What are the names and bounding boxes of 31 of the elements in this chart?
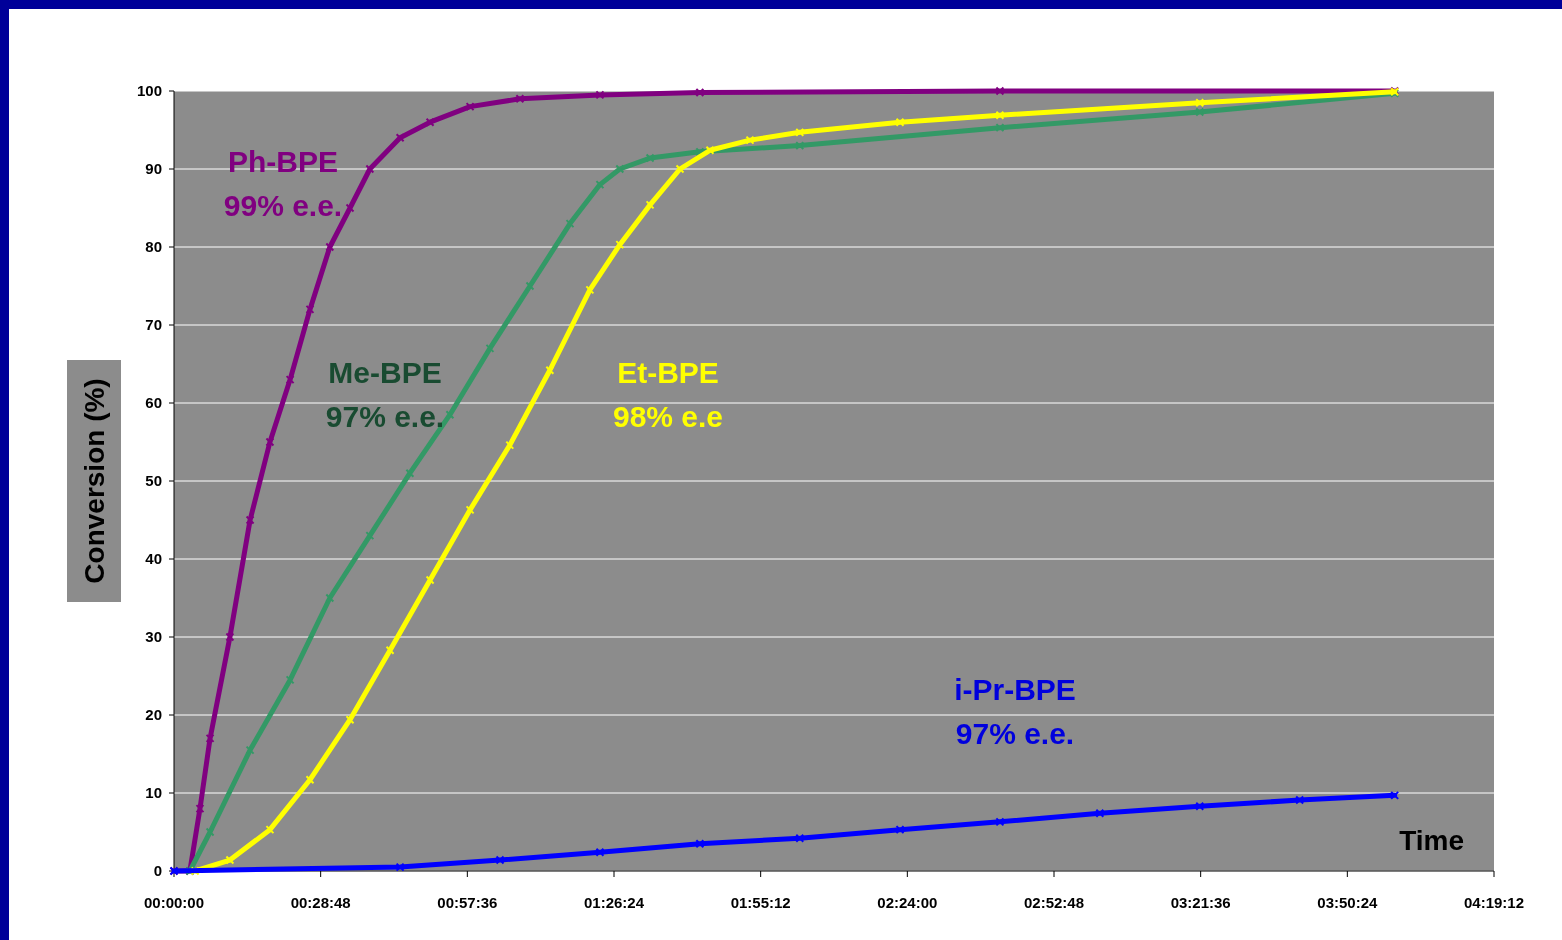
x-tick-label: 03:21:36 bbox=[1170, 894, 1231, 911]
x-tick-label: 01:26:24 bbox=[583, 894, 645, 911]
x-tick-label: 01:55:12 bbox=[730, 894, 791, 911]
y-tick-label: 50 bbox=[145, 472, 162, 490]
x-tick-label: 02:24:00 bbox=[877, 894, 938, 911]
series-label: Et-BPE bbox=[617, 356, 719, 389]
annotation: 98% e.e bbox=[612, 400, 724, 433]
x-tick-label: 00:00:00 bbox=[143, 894, 205, 911]
y-tick-label: 0 bbox=[153, 862, 162, 880]
x-tick-label: 04:19:12 bbox=[1463, 894, 1525, 911]
x-tick-label: 00:57:36 bbox=[437, 894, 498, 911]
series-label: Ph-BPE bbox=[227, 145, 339, 178]
y-tick-label: 10 bbox=[145, 784, 162, 802]
x-axis-title: Time bbox=[1399, 825, 1464, 856]
x-tick-label: 02:52:48 bbox=[1023, 894, 1085, 911]
y-tick-label: 70 bbox=[145, 316, 162, 334]
y-tick-label: 20 bbox=[145, 706, 162, 724]
y-axis-title: Conversion (%) bbox=[79, 378, 110, 584]
y-tick-label: 80 bbox=[145, 238, 162, 256]
y-tick-label: 100 bbox=[136, 82, 162, 100]
y-tick-label: 40 bbox=[145, 550, 162, 568]
annotation: 97% e.e. bbox=[325, 400, 445, 433]
annotation: 97% e.e. bbox=[955, 717, 1075, 750]
y-tick-label: 30 bbox=[145, 628, 162, 646]
series-label: Me-BPE bbox=[328, 356, 442, 389]
y-tick-label: 60 bbox=[145, 394, 162, 412]
text: i-Pr-BPE bbox=[954, 673, 1076, 706]
annotation: 99% e.e. bbox=[223, 189, 343, 222]
x-tick-label: 03:50:24 bbox=[1317, 894, 1379, 911]
y-tick-label: 90 bbox=[145, 160, 162, 178]
x-tick-label: 00:28:48 bbox=[290, 894, 351, 911]
